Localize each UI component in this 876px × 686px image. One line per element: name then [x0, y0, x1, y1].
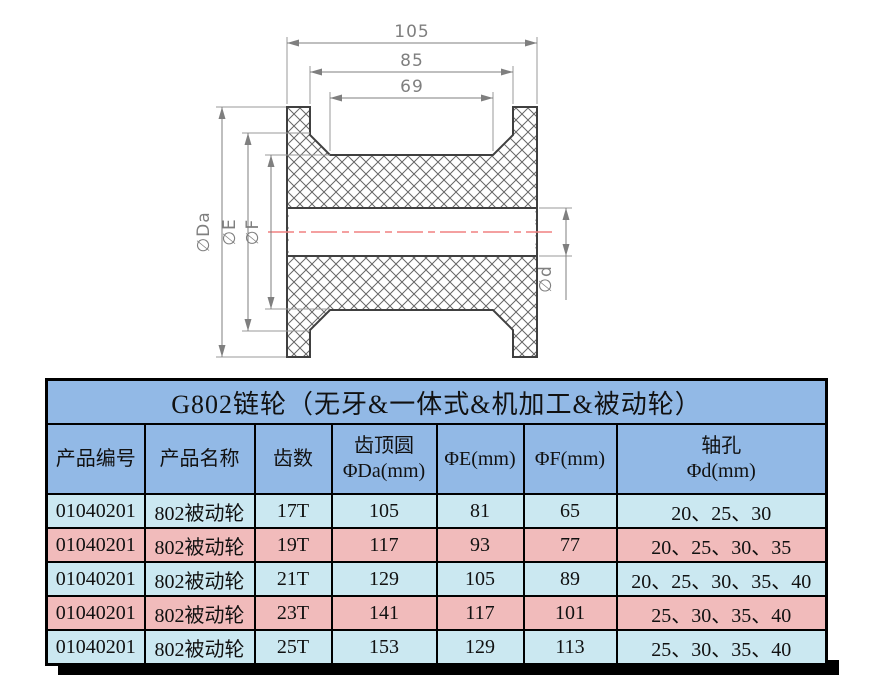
table-row: 01040201 802被动轮 23T 141 117 101 25、30、35… — [45, 595, 828, 631]
cell-da: 105 — [330, 493, 438, 529]
cell-code: 01040201 — [45, 493, 146, 529]
header-tip-circle-line2: ΦDa(mm) — [342, 460, 426, 482]
dim-69-label: 69 — [400, 77, 424, 97]
dim-da-label: ∅Da — [194, 211, 214, 252]
spec-table: G802链轮（无牙&一体式&机加工&被动轮） 产品编号 产品名称 齿数 齿顶圆 … — [45, 378, 829, 666]
header-product-name: 产品名称 — [143, 423, 256, 495]
cell-e: 105 — [435, 561, 525, 597]
cell-da: 153 — [330, 629, 438, 666]
cell-e: 117 — [435, 595, 525, 631]
cell-bores: 20、25、30、35 — [615, 527, 828, 563]
cell-name: 802被动轮 — [143, 561, 256, 597]
cell-code: 01040201 — [45, 595, 146, 631]
table-row: 01040201 802被动轮 25T 153 129 113 25、30、35… — [45, 629, 828, 666]
table-row: 01040201 802被动轮 17T 105 81 65 20、25、30 — [45, 493, 828, 529]
cell-bores: 20、25、30、35、40 — [615, 561, 828, 597]
header-product-code: 产品编号 — [45, 423, 146, 495]
dim-85-label: 85 — [400, 51, 424, 71]
cell-bores: 20、25、30 — [615, 493, 828, 529]
cell-name: 802被动轮 — [143, 493, 256, 529]
header-f-diameter: ΦF(mm) — [522, 423, 618, 495]
cell-da: 117 — [330, 527, 438, 563]
cell-bores: 25、30、35、40 — [615, 629, 828, 666]
cell-code: 01040201 — [45, 561, 146, 597]
extension-lines — [216, 37, 572, 358]
cell-teeth: 23T — [253, 595, 333, 631]
dim-f-label: ∅F — [243, 219, 263, 246]
header-tip-circle-line1: 齿顶圆 — [354, 435, 414, 457]
cell-f: 101 — [522, 595, 618, 631]
cell-f: 77 — [522, 527, 618, 563]
cell-f: 89 — [522, 561, 618, 597]
dim-d-label: ∅d — [536, 265, 556, 293]
header-tip-circle: 齿顶圆 ΦDa(mm) — [330, 423, 438, 495]
header-e-diameter: ΦE(mm) — [435, 423, 525, 495]
cell-f: 65 — [522, 493, 618, 529]
cell-e: 81 — [435, 493, 525, 529]
cell-name: 802被动轮 — [143, 527, 256, 563]
cell-e: 129 — [435, 629, 525, 666]
dimension-lines — [221, 42, 567, 357]
cell-name: 802被动轮 — [143, 629, 256, 666]
cell-bores: 25、30、35、40 — [615, 595, 828, 631]
dimension-arrows — [218, 39, 570, 357]
cell-da: 141 — [330, 595, 438, 631]
table-row: 01040201 802被动轮 21T 129 105 89 20、25、30、… — [45, 561, 828, 597]
cell-teeth: 19T — [253, 527, 333, 563]
cell-teeth: 17T — [253, 493, 333, 529]
dim-105-label: 105 — [394, 22, 429, 42]
cell-teeth: 25T — [253, 629, 333, 666]
header-shaft-bore: 轴孔 Φd(mm) — [615, 423, 828, 495]
technical-drawing: 105 85 69 ∅Da ∅E ∅F ∅d — [194, 22, 572, 358]
cell-name: 802被动轮 — [143, 595, 256, 631]
dim-e-label: ∅E — [220, 218, 240, 246]
table-row: 01040201 802被动轮 19T 117 93 77 20、25、30、3… — [45, 527, 828, 563]
table-title: G802链轮（无牙&一体式&机加工&被动轮） — [45, 378, 828, 425]
header-teeth-count: 齿数 — [253, 423, 333, 495]
cell-da: 129 — [330, 561, 438, 597]
header-shaft-bore-line1: 轴孔 — [701, 435, 742, 457]
cell-teeth: 21T — [253, 561, 333, 597]
table-header-row: 产品编号 产品名称 齿数 齿顶圆 ΦDa(mm) ΦE(mm) ΦF(mm) 轴… — [45, 423, 828, 495]
header-shaft-bore-line2: Φd(mm) — [686, 460, 756, 482]
cell-code: 01040201 — [45, 629, 146, 666]
cell-e: 93 — [435, 527, 525, 563]
table-title-row: G802链轮（无牙&一体式&机加工&被动轮） — [45, 378, 828, 425]
cell-f: 113 — [522, 629, 618, 666]
cell-code: 01040201 — [45, 527, 146, 563]
